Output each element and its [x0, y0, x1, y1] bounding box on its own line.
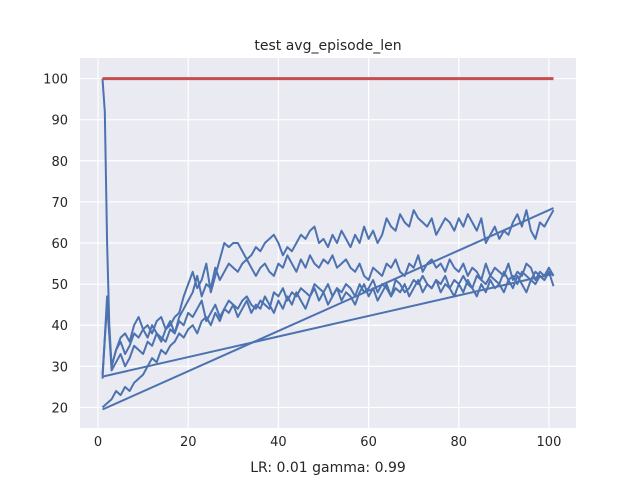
x-ticks: 0 20 40 60 80 100 — [94, 435, 561, 450]
y-tick-label: 90 — [51, 114, 68, 129]
series-line-1 — [101, 78, 555, 368]
x-tick-label: 40 — [270, 435, 287, 450]
y-tick-label: 40 — [51, 319, 68, 334]
y-tick-label: 80 — [51, 155, 68, 170]
y-ticks: 20 30 40 50 60 70 80 90 100 — [43, 73, 68, 417]
x-tick-label: 60 — [360, 435, 377, 450]
series-line-6 — [102, 272, 554, 378]
y-tick-label: 20 — [51, 401, 68, 416]
series-line-5 — [102, 207, 554, 411]
series-line-4 — [101, 270, 555, 409]
y-tick-label: 50 — [51, 278, 68, 293]
x-tick-label: 20 — [180, 435, 197, 450]
x-tick-label: 80 — [450, 435, 467, 450]
x-axis-label: LR: 0.01 gamma: 0.99 — [250, 460, 406, 476]
y-tick-label: 70 — [51, 196, 68, 211]
series-line-3 — [101, 270, 555, 379]
series-layer — [101, 77, 555, 411]
y-tick-label: 30 — [51, 360, 68, 375]
y-tick-label: 60 — [51, 237, 68, 252]
x-tick-label: 100 — [537, 435, 562, 450]
x-tick-label: 0 — [94, 435, 102, 450]
y-tick-label: 100 — [43, 73, 68, 88]
chart-title: test avg_episode_len — [254, 38, 401, 54]
